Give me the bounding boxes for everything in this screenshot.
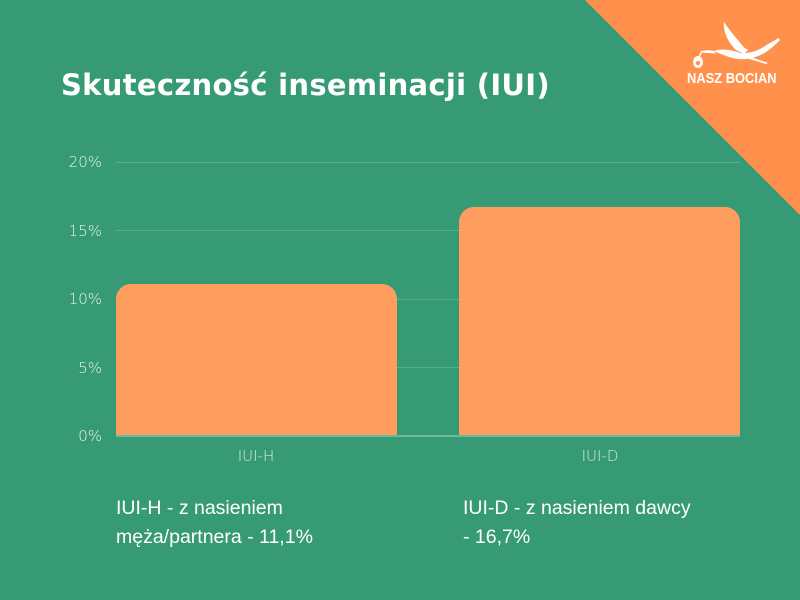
gridline-15 — [116, 230, 740, 231]
x-tick-label-iui-h: IUI-H — [237, 447, 275, 465]
bar-iui-d — [459, 207, 740, 436]
caption-iui-h: IUI-H - z nasieniem męża/partnera - 11,1… — [116, 494, 313, 552]
caption-iui-d-line2: - 16,7% — [463, 526, 531, 548]
x-axis-baseline — [116, 435, 740, 437]
bar-iui-h — [116, 284, 397, 436]
caption-iui-d: IUI-D - z nasieniem dawcy - 16,7% — [463, 494, 691, 552]
caption-iui-h-line2: męża/partnera - 11,1% — [116, 526, 313, 548]
gridline-5 — [116, 367, 740, 368]
caption-iui-h-line1: IUI-H - z nasieniem — [116, 497, 283, 519]
gridline-20 — [116, 162, 740, 163]
chart-title: Skuteczność inseminacji (IUI) — [61, 68, 550, 102]
y-tick-label: 0% — [78, 427, 102, 445]
gridline-10 — [116, 299, 740, 300]
brand-name: NASZ BOCIAN — [687, 70, 777, 87]
x-tick-label-iui-d: IUI-D — [581, 447, 619, 465]
y-tick-label: 15% — [68, 222, 102, 240]
y-tick-label: 5% — [78, 359, 102, 377]
y-tick-label: 20% — [68, 153, 102, 171]
caption-iui-d-line1: IUI-D - z nasieniem dawcy — [463, 497, 691, 519]
y-tick-label: 10% — [68, 290, 102, 308]
stork-logo-icon — [693, 22, 780, 68]
